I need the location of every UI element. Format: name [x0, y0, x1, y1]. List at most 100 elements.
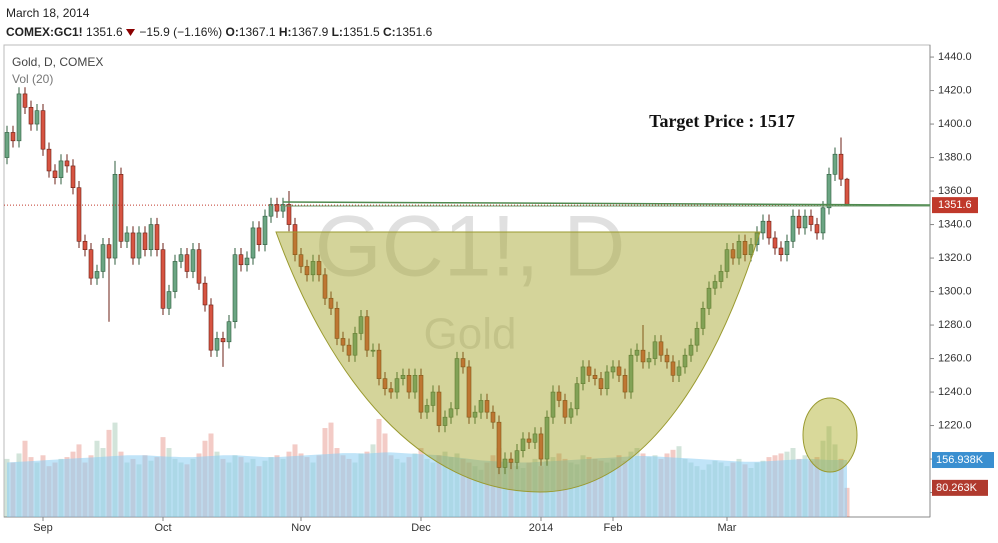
last-price: 1351.6	[86, 25, 123, 39]
candle-body	[64, 160, 70, 167]
annotation: Target Price : 1517	[649, 111, 795, 131]
ohlc-value: 1351.6	[395, 25, 433, 39]
candle-body	[844, 178, 850, 206]
candle-body	[454, 358, 460, 410]
candle-body	[838, 153, 844, 180]
candle-body	[202, 282, 208, 306]
candle-body	[550, 391, 556, 418]
candle-body	[412, 374, 418, 393]
watermark: Gold	[424, 310, 517, 359]
candle-body	[466, 366, 472, 418]
x-tick-label: Feb	[604, 522, 623, 534]
candle-body	[322, 274, 328, 299]
candle-body	[244, 257, 250, 266]
candle-body	[100, 244, 106, 272]
y-tick-label: 1240.0	[938, 386, 972, 398]
ohlc-value: 1367.9	[291, 25, 329, 39]
candle-body	[400, 374, 406, 379]
legend-title: Gold, D, COMEX	[12, 55, 103, 69]
candle-body	[316, 261, 322, 276]
candle-body	[748, 244, 754, 256]
candle-body	[796, 215, 802, 229]
y-tick-label: 1260.0	[938, 352, 972, 364]
resistance-line	[282, 201, 931, 206]
candle-body	[766, 220, 772, 239]
candle-body	[460, 358, 466, 368]
cup-pattern	[275, 231, 761, 493]
candle-body	[730, 249, 736, 259]
x-tick-label: Oct	[154, 522, 171, 534]
candle-body	[610, 366, 616, 373]
candle-body	[142, 232, 148, 250]
candle-body	[580, 366, 586, 384]
candle-body	[184, 254, 190, 272]
candle-body	[214, 338, 220, 351]
candle-body	[496, 421, 502, 468]
candle-body	[724, 249, 730, 272]
candle-body	[532, 433, 538, 443]
ohlc-label: O:	[225, 25, 239, 39]
candle-body	[448, 408, 454, 418]
candle-body	[124, 232, 130, 242]
candle-body	[544, 416, 550, 460]
candle-body	[232, 254, 238, 323]
candle-body	[682, 354, 688, 368]
candle-body	[58, 160, 64, 178]
candle-body	[94, 271, 100, 279]
candle-body	[304, 266, 310, 276]
candle-body	[514, 450, 520, 463]
candle-body	[160, 249, 166, 309]
candle-body	[802, 215, 808, 229]
legend-volume: Vol (20)	[12, 72, 53, 86]
candle-body	[574, 383, 580, 410]
candle-body	[592, 374, 598, 379]
candle-body	[556, 391, 562, 401]
candle-body	[652, 341, 658, 359]
candle-layer	[4, 87, 850, 475]
volume-label: 80.263K	[936, 482, 978, 494]
candle-body	[754, 232, 760, 245]
candle-body	[226, 321, 232, 343]
candle-body	[178, 254, 184, 262]
candle-body	[112, 174, 118, 259]
candle-body	[646, 358, 652, 363]
candle-body	[790, 215, 796, 242]
candle-body	[382, 378, 388, 389]
candle-body	[358, 316, 364, 334]
candle-body	[22, 93, 28, 108]
candle-body	[166, 291, 172, 309]
candle-body	[622, 374, 628, 393]
candle-body	[538, 433, 544, 460]
y-tick-label: 1340.0	[938, 218, 972, 230]
volume-box	[932, 479, 988, 496]
candle-body	[736, 241, 742, 259]
candle-body	[70, 165, 76, 189]
candle-body	[586, 366, 592, 376]
candle-body	[490, 411, 496, 423]
candle-body	[640, 349, 646, 363]
candle-body	[394, 378, 400, 393]
candle-body	[172, 261, 178, 292]
date: March 18, 2014	[6, 6, 90, 20]
candle-body	[292, 224, 298, 256]
change: −15.9 (−1.16%)	[139, 25, 223, 39]
candle-body	[634, 349, 640, 356]
candle-body	[418, 374, 424, 413]
candle-body	[718, 271, 724, 282]
y-tick-label: 1360.0	[938, 185, 972, 197]
candle-body	[4, 132, 10, 158]
candle-body	[310, 261, 316, 276]
candle-body	[772, 237, 778, 249]
candle-body	[442, 416, 448, 426]
candle-body	[388, 388, 394, 393]
candle-body	[760, 220, 766, 234]
candle-body	[502, 458, 508, 468]
candle-body	[334, 308, 340, 339]
volume-highlight	[802, 397, 858, 473]
x-tick-label: Mar	[718, 522, 737, 534]
candle-body	[406, 374, 412, 393]
candle-body	[436, 391, 442, 426]
candle-body	[670, 361, 676, 376]
